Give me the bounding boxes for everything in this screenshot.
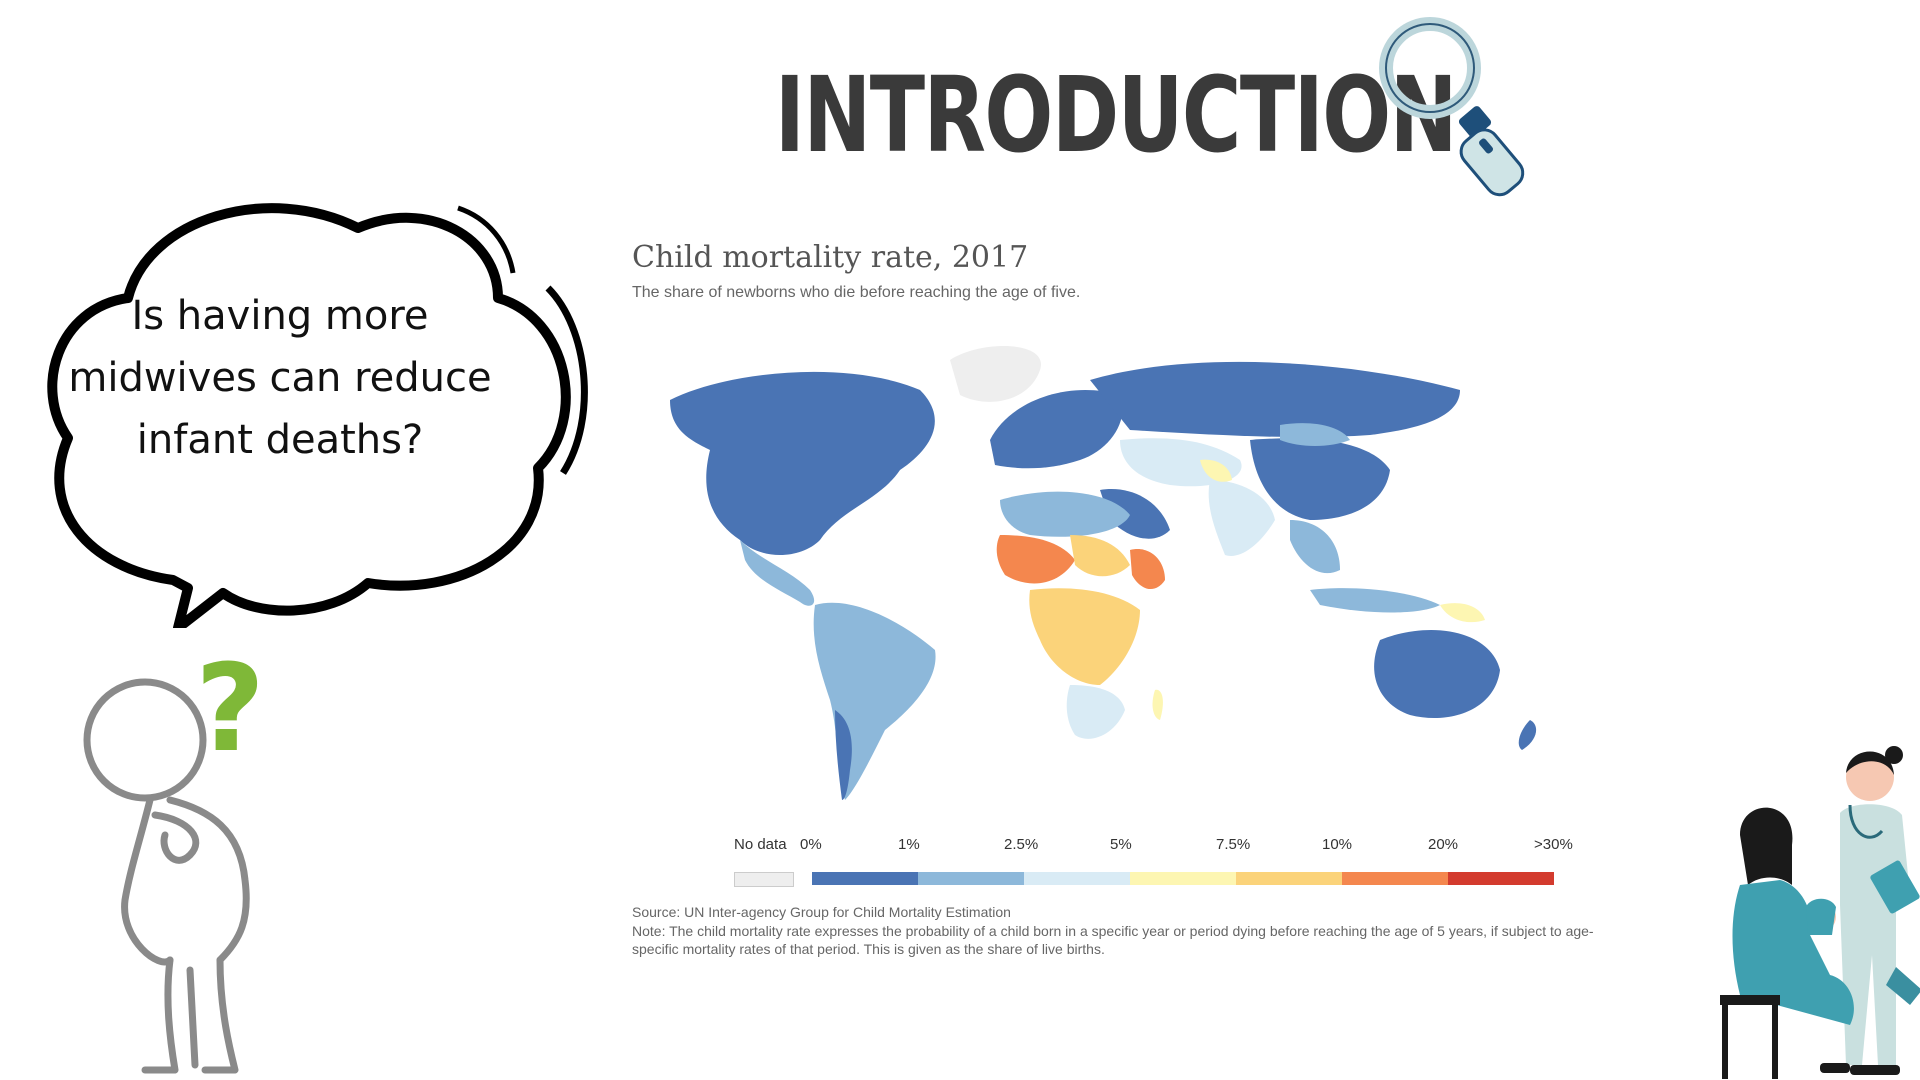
region-horn-africa — [1130, 549, 1165, 590]
region-new-zealand — [1518, 720, 1537, 750]
chart-title: Child mortality rate, 2017 — [632, 240, 1029, 275]
legend-tick-label: 5% — [1110, 836, 1132, 853]
region-europe — [990, 390, 1123, 469]
region-indonesia — [1310, 588, 1440, 613]
thought-bubble — [47, 203, 588, 628]
magnifier-icon — [1379, 17, 1525, 197]
region-southern-africa — [1066, 685, 1125, 739]
region-china — [1250, 438, 1390, 520]
region-north-america — [670, 371, 935, 555]
question-mark-glyph: ? — [195, 640, 265, 770]
legend-tick-label: 2.5% — [1004, 836, 1039, 853]
region-madagascar — [1152, 689, 1163, 720]
world-map — [670, 346, 1537, 800]
bubble-line-1: Is having more — [131, 293, 429, 339]
region-south-america — [813, 602, 936, 800]
region-north-africa — [1000, 491, 1130, 537]
region-central-america — [740, 540, 815, 606]
legend-no-data-swatch — [734, 872, 794, 887]
legend-tick-label: 0% — [800, 836, 822, 853]
thinking-person-icon — [83, 678, 250, 1074]
chart-subtitle: The share of newborns who die before rea… — [632, 284, 1081, 301]
region-greenland — [950, 346, 1041, 402]
bubble-line-3: infant deaths? — [136, 417, 424, 463]
legend-swatch — [1342, 872, 1448, 885]
legend-tick-label: 20% — [1428, 836, 1459, 853]
legend-swatch — [918, 872, 1024, 885]
bubble-question: Is having more midwives can reduce infan… — [60, 285, 500, 471]
region-afghanistan — [1200, 459, 1232, 482]
legend-tick-label: 1% — [898, 836, 920, 853]
legend-tick-label: 7.5% — [1216, 836, 1251, 853]
legend-swatch — [1236, 872, 1342, 885]
region-sahel — [1070, 535, 1130, 577]
legend-no-data-label: No data — [734, 836, 787, 853]
legend-tick-label: 10% — [1322, 836, 1353, 853]
chart-note: Note: The child mortality rate expresses… — [632, 923, 1594, 957]
region-australia — [1374, 630, 1500, 718]
region-mongolia — [1280, 423, 1350, 446]
region-southern-cone — [835, 710, 852, 800]
legend-swatch — [1024, 872, 1130, 885]
question-mark-icon: ? — [195, 640, 265, 770]
region-se-asia — [1290, 520, 1340, 574]
nurse-and-mother-with-baby-icon — [1720, 746, 1920, 1079]
region-png — [1440, 603, 1485, 623]
region-russia — [1090, 361, 1460, 438]
slide-title: INTRODUCTION — [774, 54, 1458, 176]
legend-swatch — [1130, 872, 1236, 885]
region-west-africa — [996, 535, 1075, 584]
bubble-line-2: midwives can reduce — [68, 355, 492, 401]
chart-source: Source: UN Inter-agency Group for Child … — [632, 904, 1011, 920]
region-central-africa — [1029, 588, 1140, 685]
region-south-asia — [1208, 480, 1275, 556]
legend-swatch — [812, 872, 918, 885]
legend-tick-label: >30% — [1534, 836, 1573, 853]
legend-swatch — [1448, 872, 1554, 885]
